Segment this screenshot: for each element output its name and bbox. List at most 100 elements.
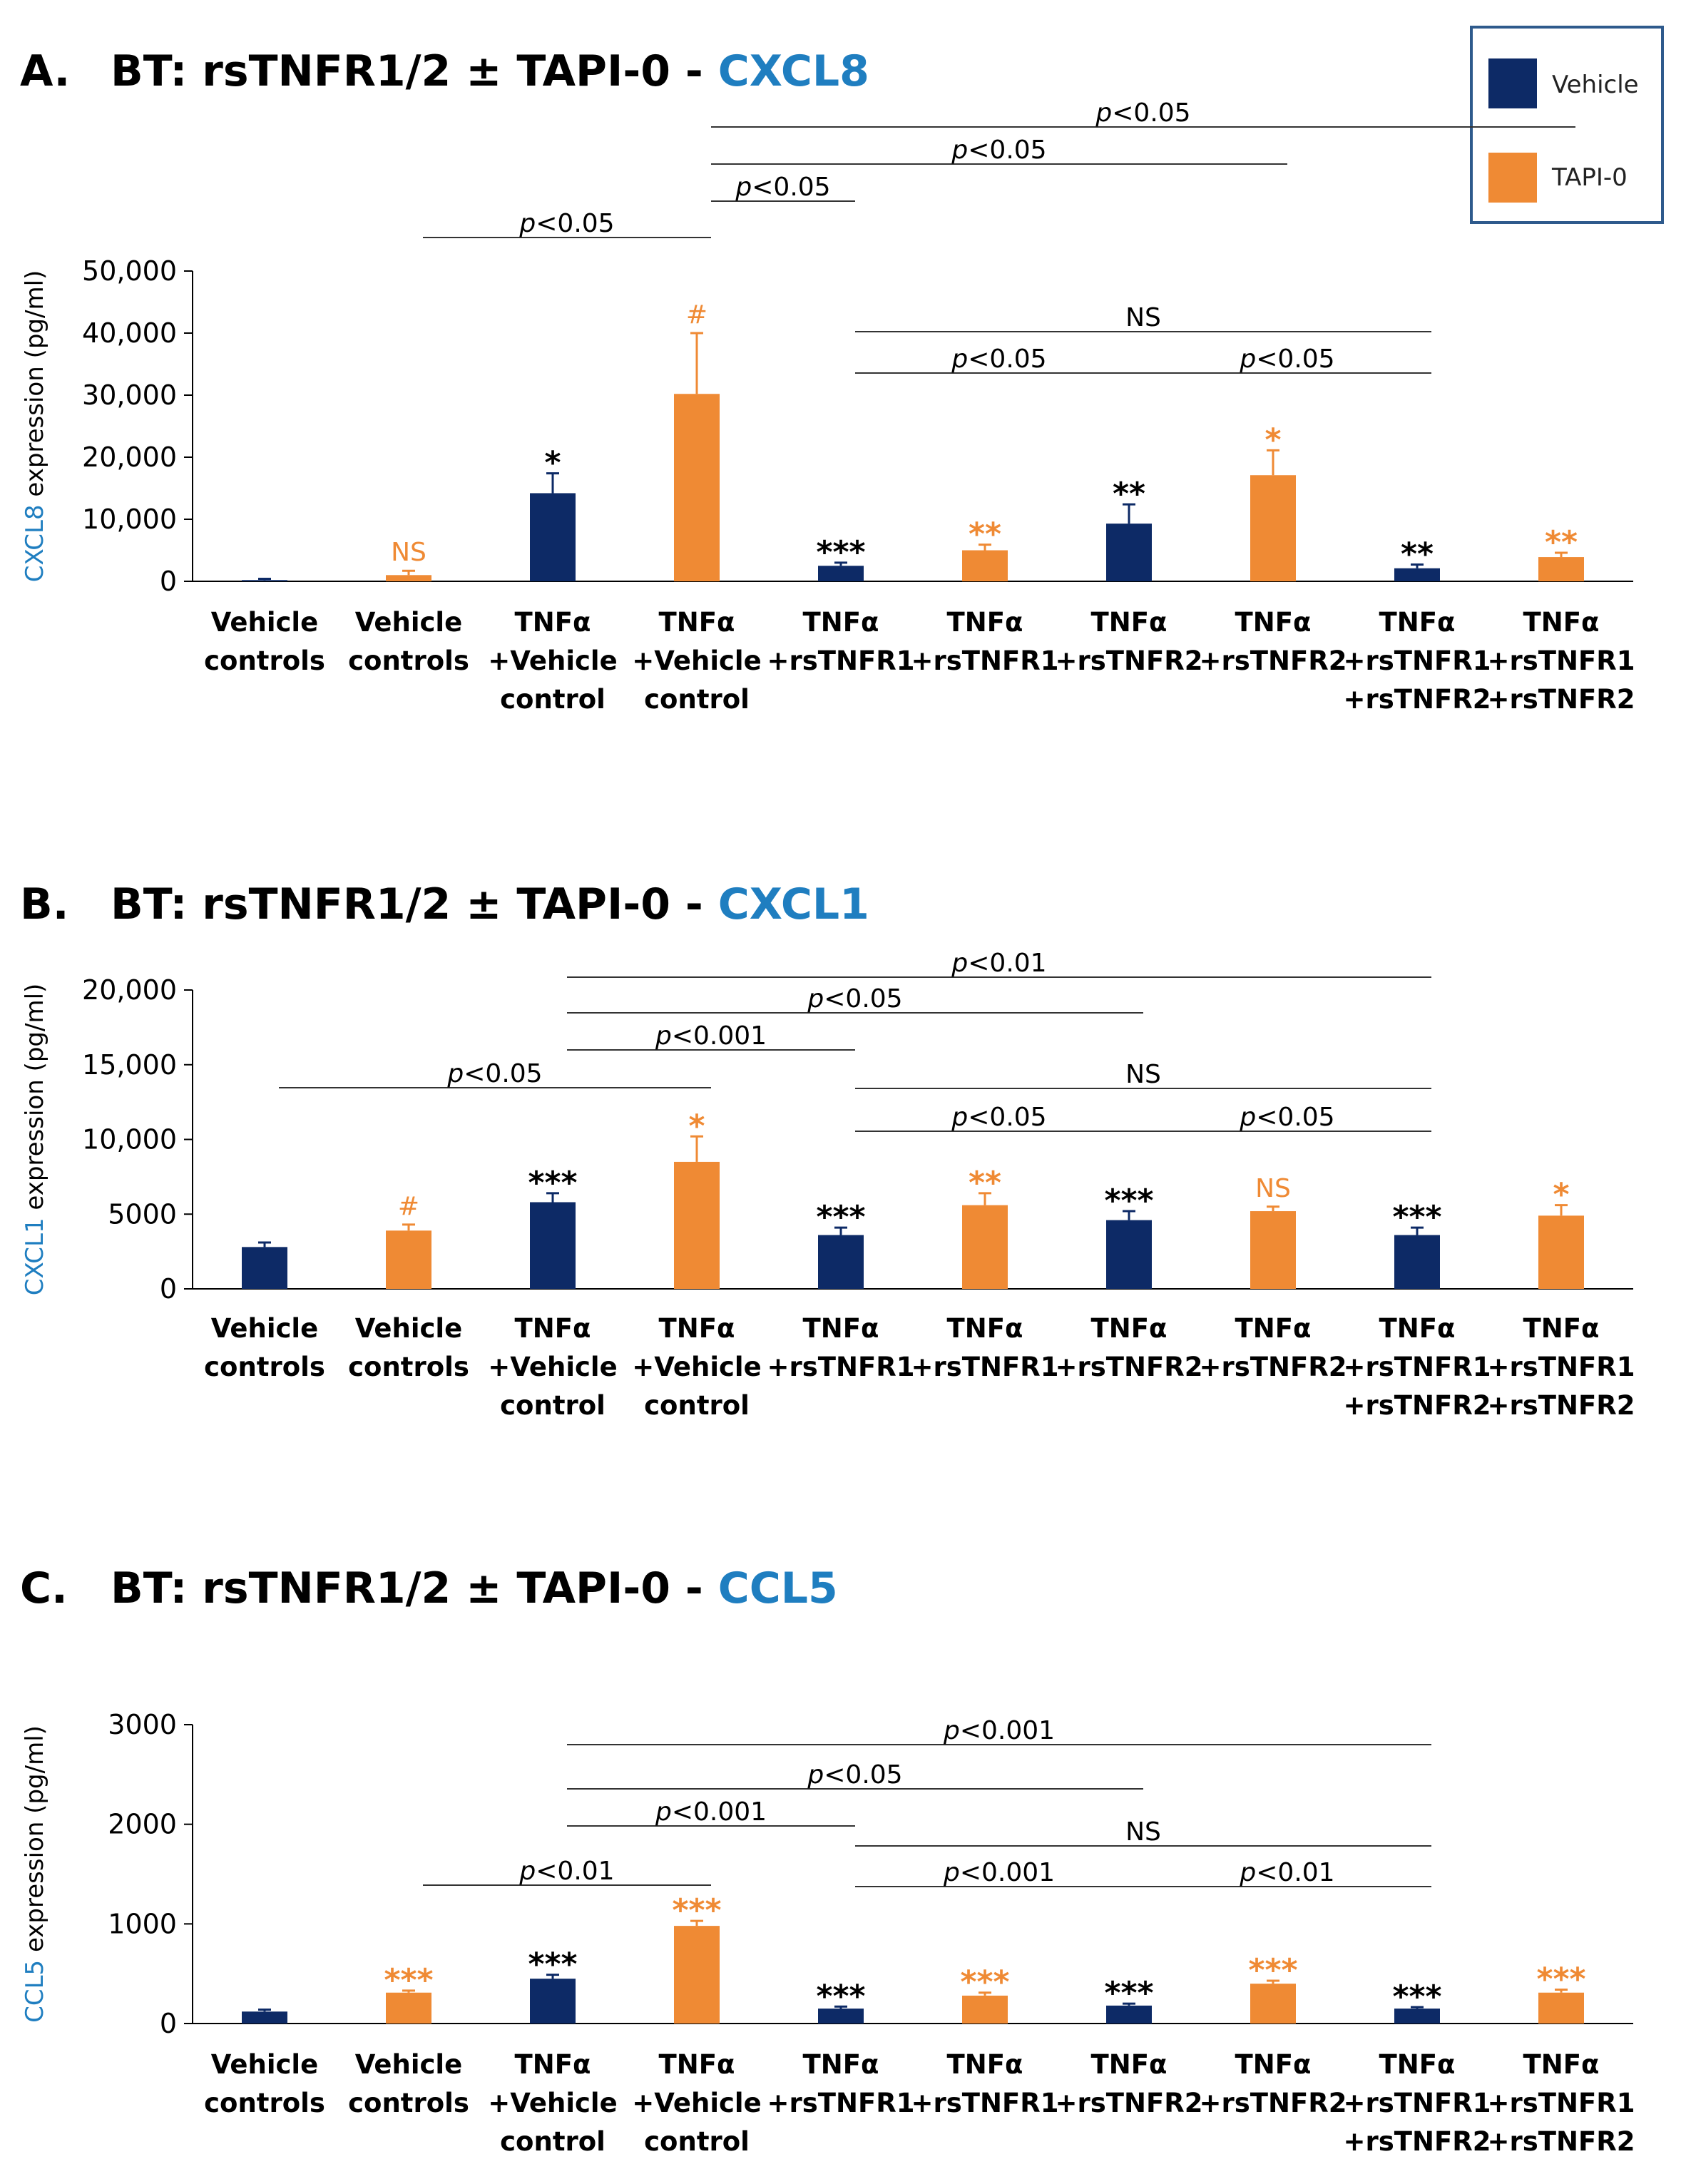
bar-5	[818, 566, 864, 581]
x-category-line: +rsTNFR1	[1488, 2088, 1635, 2118]
significance-3: ***	[528, 1165, 577, 1201]
legend-frame	[1470, 26, 1664, 224]
comparison-label-3-value: <0.05	[752, 173, 830, 202]
x-category-7: TNFα +rsTNFR2	[1056, 2049, 1203, 2118]
comparison-label-7-p: p	[1239, 1858, 1256, 1887]
x-category-line: +rsTNFR1	[1344, 645, 1491, 676]
x-category-line: TNFα	[1091, 2049, 1168, 2080]
bar-4	[674, 394, 720, 581]
panel-title-gene: CXCL1	[718, 879, 869, 929]
x-category-3: TNFα +Vehicle control	[488, 1313, 617, 1421]
comparison-label-4-p: p	[446, 1059, 464, 1088]
bar-4	[674, 1926, 720, 2024]
significance-7: ***	[1104, 1975, 1153, 2011]
significance-10: **	[1545, 524, 1578, 561]
x-category-8: TNFα +rsTNFR2	[1200, 607, 1347, 676]
x-category-line: +Vehicle	[488, 2088, 617, 2118]
x-category-line: +Vehicle	[488, 645, 617, 676]
comparison-label-3-p: p	[655, 1021, 672, 1051]
x-category-line: +Vehicle	[488, 1352, 617, 1382]
x-category-line: +rsTNFR2	[1344, 1390, 1491, 1421]
significance-5: ***	[816, 1199, 865, 1235]
comparison-label-6-p: p	[951, 1103, 968, 1132]
x-category-line: controls	[348, 645, 469, 676]
comparison-label-2-value: <0.05	[824, 1760, 902, 1790]
comparison-label-6-value: <0.05	[968, 1103, 1046, 1132]
x-category-line: TNFα	[1379, 2049, 1456, 2080]
comparison-label-4: p<0.05	[446, 1059, 542, 1088]
legend-swatch-vehicle	[1488, 58, 1537, 108]
bar-5	[818, 2009, 864, 2024]
x-category-line: TNFα	[947, 2049, 1023, 2080]
x-category-line: Vehicle	[355, 2049, 462, 2080]
legend-swatch-tapi	[1488, 153, 1537, 203]
x-category-line: controls	[204, 2088, 325, 2118]
bar-1	[242, 2011, 287, 2024]
x-category-line: +rsTNFR2	[1344, 2126, 1491, 2157]
y-tick-label: 15,000	[82, 1049, 177, 1081]
y-tick-label: 2000	[108, 1809, 177, 1840]
y-axis-label-gene: CXCL8	[21, 504, 49, 582]
x-category-6: TNFα +rsTNFR1	[911, 1313, 1059, 1382]
y-tick-label: 1000	[108, 1908, 177, 1939]
x-category-line: controls	[204, 1352, 325, 1382]
x-category-2: Vehicle controls	[348, 2049, 469, 2118]
x-category-10: TNFα +rsTNFR1 +rsTNFR2	[1488, 607, 1635, 715]
significance-7: ***	[1104, 1183, 1153, 1219]
bar-6	[962, 550, 1008, 581]
x-category-line: +rsTNFR1	[767, 1352, 915, 1382]
x-category-line: TNFα	[515, 607, 591, 638]
x-category-line: +rsTNFR2	[1488, 1390, 1635, 1421]
comparison-label-1: p<0.01	[951, 949, 1046, 978]
significance-8: NS	[1255, 1174, 1291, 1203]
x-category-line: +rsTNFR1	[1488, 1352, 1635, 1382]
comparison-label-2-value: <0.05	[968, 136, 1046, 165]
significance-6: **	[969, 516, 1001, 553]
x-category-line: Vehicle	[211, 607, 318, 638]
bar-7	[1106, 2005, 1152, 2024]
bar-8	[1250, 475, 1296, 581]
y-tick-label: 3000	[108, 1709, 177, 1740]
comparison-label-5: NS	[1125, 1060, 1161, 1089]
x-category-line: TNFα	[659, 2049, 735, 2080]
x-category-10: TNFα +rsTNFR1 +rsTNFR2	[1488, 2049, 1635, 2157]
x-category-line: +rsTNFR1	[767, 645, 915, 676]
x-category-line: +Vehicle	[632, 2088, 761, 2118]
x-category-line: +rsTNFR1	[1488, 645, 1635, 676]
panel-letter: C.	[20, 1563, 68, 1613]
bar-8	[1250, 1984, 1296, 2024]
bar-2	[386, 1992, 431, 2024]
significance-3: *	[544, 445, 561, 481]
panel-title: B. BT: rsTNFR1/2 ± TAPI-0 - CXCL1	[20, 879, 869, 929]
comparison-label-4-value: <0.01	[536, 1857, 614, 1886]
y-axis-label: CXCL8 expression (pg/ml)	[21, 270, 49, 583]
comparison-label-1-p: p	[951, 949, 968, 978]
comparison-label-4: p<0.05	[518, 209, 614, 238]
x-category-line: TNFα	[1523, 1313, 1600, 1344]
x-category-line: TNFα	[1523, 607, 1600, 638]
x-category-line: +rsTNFR2	[1056, 645, 1203, 676]
x-category-line: TNFα	[1523, 2049, 1600, 2080]
significance-5: ***	[816, 1978, 865, 2014]
y-tick-label: 20,000	[82, 974, 177, 1006]
x-category-7: TNFα +rsTNFR2	[1056, 607, 1203, 676]
x-category-line: +rsTNFR2	[1488, 2126, 1635, 2157]
x-category-line: +rsTNFR1	[911, 1352, 1059, 1382]
x-category-3: TNFα +Vehicle control	[488, 607, 617, 715]
significance-6: **	[969, 1165, 1001, 1201]
x-category-line: +rsTNFR2	[1056, 1352, 1203, 1382]
bar-6	[962, 1205, 1008, 1289]
y-axis-label-gene: CXCL1	[21, 1218, 49, 1295]
significance-2: ***	[384, 1962, 433, 1999]
significance-9: **	[1401, 536, 1434, 573]
comparison-label-6-value: <0.001	[960, 1858, 1055, 1887]
x-category-line: TNFα	[803, 2049, 879, 2080]
x-category-line: controls	[204, 645, 325, 676]
bar-5	[818, 1235, 864, 1289]
x-category-line: +rsTNFR1	[1344, 2088, 1491, 2118]
comparison-label-7-value: <0.05	[1256, 345, 1334, 374]
bar-3	[530, 1202, 576, 1289]
comparison-label-7: p<0.05	[1239, 1103, 1334, 1132]
bar-10	[1538, 1215, 1584, 1289]
